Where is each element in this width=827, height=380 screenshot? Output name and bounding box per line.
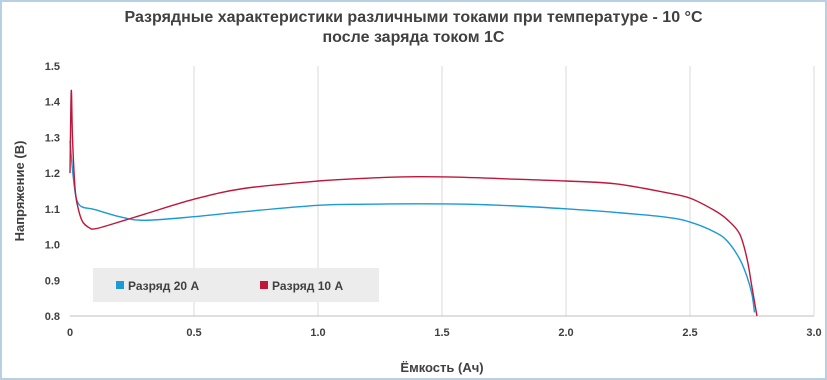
series-layer <box>69 89 758 317</box>
y-tick-label: 0.9 <box>45 275 60 287</box>
series-line-2 <box>69 89 758 317</box>
x-tick-label: 2.5 <box>682 327 697 339</box>
x-tick-label: 3.0 <box>806 327 821 339</box>
legend-swatch-series-2 <box>260 281 268 289</box>
chart-title-line2: после заряда током 1С <box>322 29 505 46</box>
x-tick-label: 1.5 <box>434 327 449 339</box>
y-axis-label: Напряжение (В) <box>12 141 27 242</box>
y-tick-labels: 0.8 0.9 1.0 1.1 1.2 1.3 1.4 1.5 <box>45 61 61 323</box>
legend-swatch-series-1 <box>116 281 124 289</box>
y-tick-label: 1.3 <box>45 132 60 144</box>
y-tick-label: 1.1 <box>45 204 60 216</box>
y-tick-label: 1.0 <box>45 240 60 252</box>
y-tick-label: 1.5 <box>45 61 60 73</box>
x-tick-label: 0 <box>67 327 73 339</box>
series-line-1 <box>69 140 756 313</box>
chart-title: Разрядные характеристики различными тока… <box>0 8 827 48</box>
y-tick-label: 1.4 <box>45 97 61 109</box>
chart-title-line1: Разрядные характеристики различными тока… <box>124 9 703 26</box>
x-tick-label: 2.0 <box>558 327 573 339</box>
legend-label-series-1: Разряд 20 А <box>128 279 199 293</box>
legend-box <box>93 268 379 302</box>
y-tick-label: 1.2 <box>45 168 60 180</box>
x-tick-labels: 0 0.5 1.0 1.5 2.0 2.5 3.0 <box>67 327 822 339</box>
legend: Разряд 20 А Разряд 10 А <box>93 268 379 302</box>
x-axis-label: Ёмкость (Ач) <box>400 360 483 375</box>
y-tick-label: 0.8 <box>45 311 60 323</box>
legend-label-series-2: Разряд 10 А <box>272 279 343 293</box>
x-tick-label: 1.0 <box>310 327 325 339</box>
x-tick-label: 0.5 <box>186 327 201 339</box>
